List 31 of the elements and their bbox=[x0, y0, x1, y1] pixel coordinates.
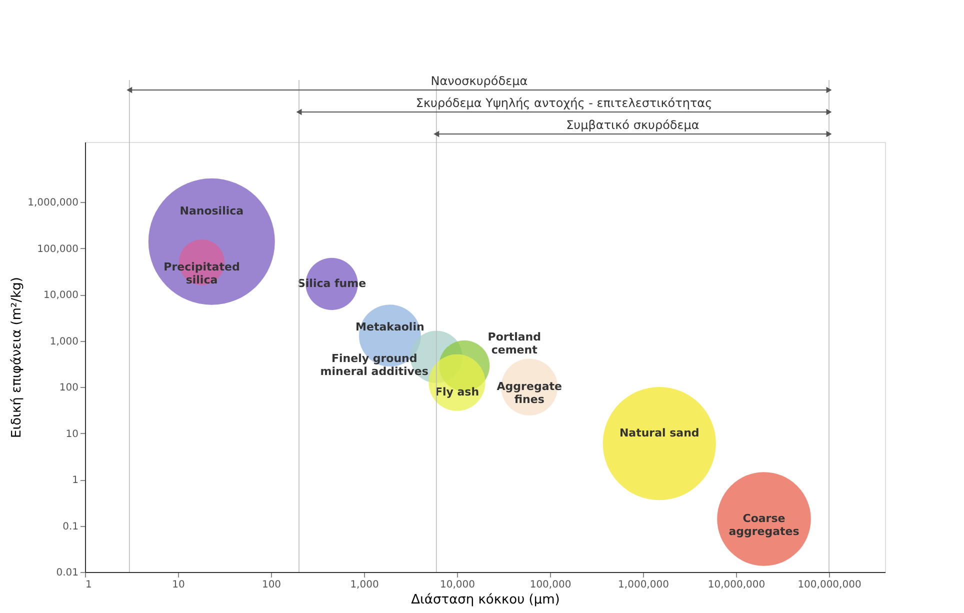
series-label: Natural sand bbox=[619, 426, 700, 440]
y-tick-label: 10,000 bbox=[44, 290, 78, 302]
x-tick-label: 1 bbox=[86, 580, 92, 590]
series-label: Aggregate fines bbox=[496, 380, 562, 406]
series-label: Metakaolin bbox=[356, 320, 424, 334]
text: Συμβατικό σκυρόδεμα bbox=[566, 118, 700, 132]
x-tick-label: 10,000,000 bbox=[708, 580, 766, 590]
x-axis-title: Διάσταση κόκκου (μm) bbox=[411, 592, 560, 608]
series-label: Coarse aggregates bbox=[728, 512, 800, 538]
x-tick-label: 100,000,000 bbox=[798, 580, 862, 590]
text: Νανοσκυρόδεμα bbox=[430, 74, 528, 88]
y-tick-label: 0.01 bbox=[56, 568, 78, 578]
y-tick-label: 1,000,000 bbox=[28, 198, 78, 209]
series-label: Nanosilica bbox=[180, 204, 244, 218]
y-tick-label: 1 bbox=[72, 475, 78, 486]
y-tick-label: 100,000 bbox=[37, 244, 78, 255]
y-tick-label: 0.1 bbox=[62, 521, 78, 532]
series-label: Finely ground mineral additives bbox=[320, 352, 429, 378]
x-tick-label: 10 bbox=[172, 580, 185, 590]
x-tick-label: 1,000,000 bbox=[618, 580, 669, 590]
y-tick-label: 10 bbox=[66, 428, 78, 440]
x-tick-label: 1,000 bbox=[350, 580, 379, 590]
x-tick-label: 100,000 bbox=[530, 580, 572, 590]
x-tick-label: 100 bbox=[262, 580, 282, 590]
series-label: Portland cement bbox=[488, 330, 541, 357]
series-label: Precipitated silica bbox=[164, 260, 240, 286]
y-tick-label: 100 bbox=[59, 382, 78, 394]
y-axis-title: Ειδική επιφάνεια (m²/kg) bbox=[10, 277, 25, 438]
text: Σκυρόδεμα Υψηλής αντοχής - επιτελεστικότητας bbox=[416, 96, 712, 110]
x-tick-label: 10,000 bbox=[440, 580, 476, 590]
y-tick-label: 1,000 bbox=[50, 336, 78, 348]
